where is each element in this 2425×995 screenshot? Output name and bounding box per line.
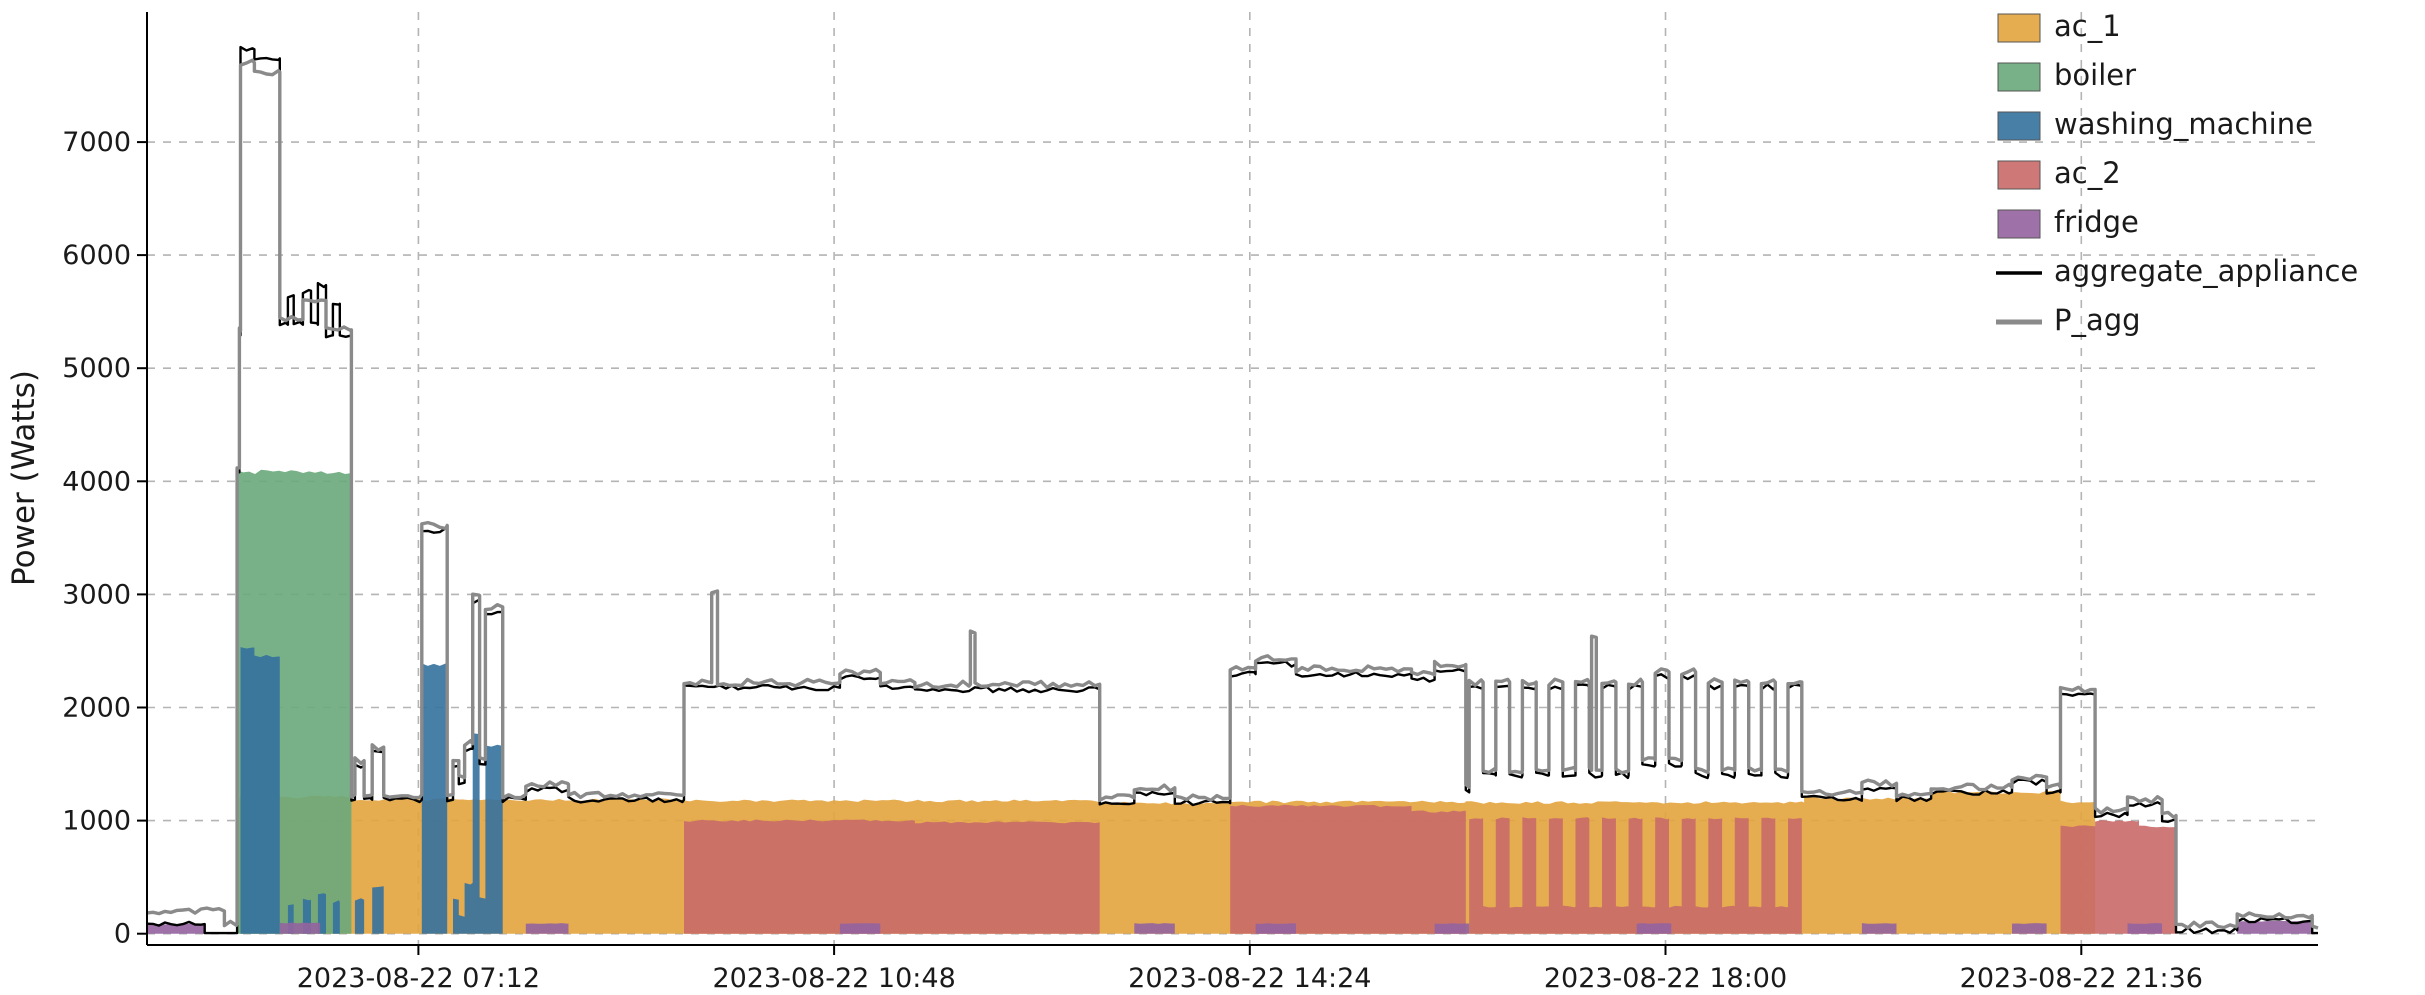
legend-swatch-ac_1 bbox=[1997, 13, 2041, 43]
legend-swatch-boiler bbox=[1997, 62, 2041, 92]
legend-label-fridge: fridge bbox=[2054, 205, 2139, 239]
y-tick-label: 4000 bbox=[62, 466, 131, 497]
legend-swatch-washing_machine bbox=[1997, 111, 2041, 141]
legend-item-washing_machine: washing_machine bbox=[1997, 107, 2313, 141]
legend-item-aggregate_appliance: aggregate_appliance bbox=[1996, 254, 2358, 288]
legend-item-fridge: fridge bbox=[1997, 205, 2139, 239]
legend-item-boiler: boiler bbox=[1997, 58, 2136, 92]
x-tick-label: 2023-08-22 10:48 bbox=[712, 963, 955, 994]
legend-swatch-fridge bbox=[1997, 209, 2041, 239]
area-washing_machine bbox=[147, 647, 2318, 934]
legend-item-ac_1: ac_1 bbox=[1997, 9, 2121, 43]
x-tick-label: 2023-08-22 18:00 bbox=[1544, 963, 1787, 994]
y-tick-label: 3000 bbox=[62, 579, 131, 610]
y-tick-label: 0 bbox=[114, 919, 131, 950]
area-ac_2 bbox=[147, 804, 2318, 934]
legend-item-P_agg: P_agg bbox=[1996, 303, 2141, 337]
legend-label-boiler: boiler bbox=[2054, 58, 2136, 92]
legend-swatch-ac_2 bbox=[1997, 160, 2041, 190]
legend-label-ac_1: ac_1 bbox=[2054, 9, 2121, 43]
y-tick-label: 7000 bbox=[62, 127, 131, 158]
area-fridge bbox=[147, 920, 2318, 934]
legend-label-P_agg: P_agg bbox=[2054, 303, 2141, 337]
legend-label-aggregate_appliance: aggregate_appliance bbox=[2054, 254, 2358, 288]
legend-item-ac_2: ac_2 bbox=[1997, 156, 2121, 190]
y-tick-label: 2000 bbox=[62, 693, 131, 724]
y-tick-label: 1000 bbox=[62, 806, 131, 837]
legend-label-ac_2: ac_2 bbox=[2054, 156, 2121, 190]
line-P_agg bbox=[146, 58, 2319, 930]
y-tick-label: 5000 bbox=[62, 353, 131, 384]
x-tick-label: 2023-08-22 07:12 bbox=[297, 963, 540, 994]
y-axis-label: Power (Watts) bbox=[6, 370, 42, 586]
legend-label-washing_machine: washing_machine bbox=[2054, 107, 2313, 141]
y-tick-label: 6000 bbox=[62, 240, 131, 271]
x-tick-label: 2023-08-22 21:36 bbox=[1960, 963, 2203, 994]
x-tick-label: 2023-08-22 14:24 bbox=[1128, 963, 1371, 994]
